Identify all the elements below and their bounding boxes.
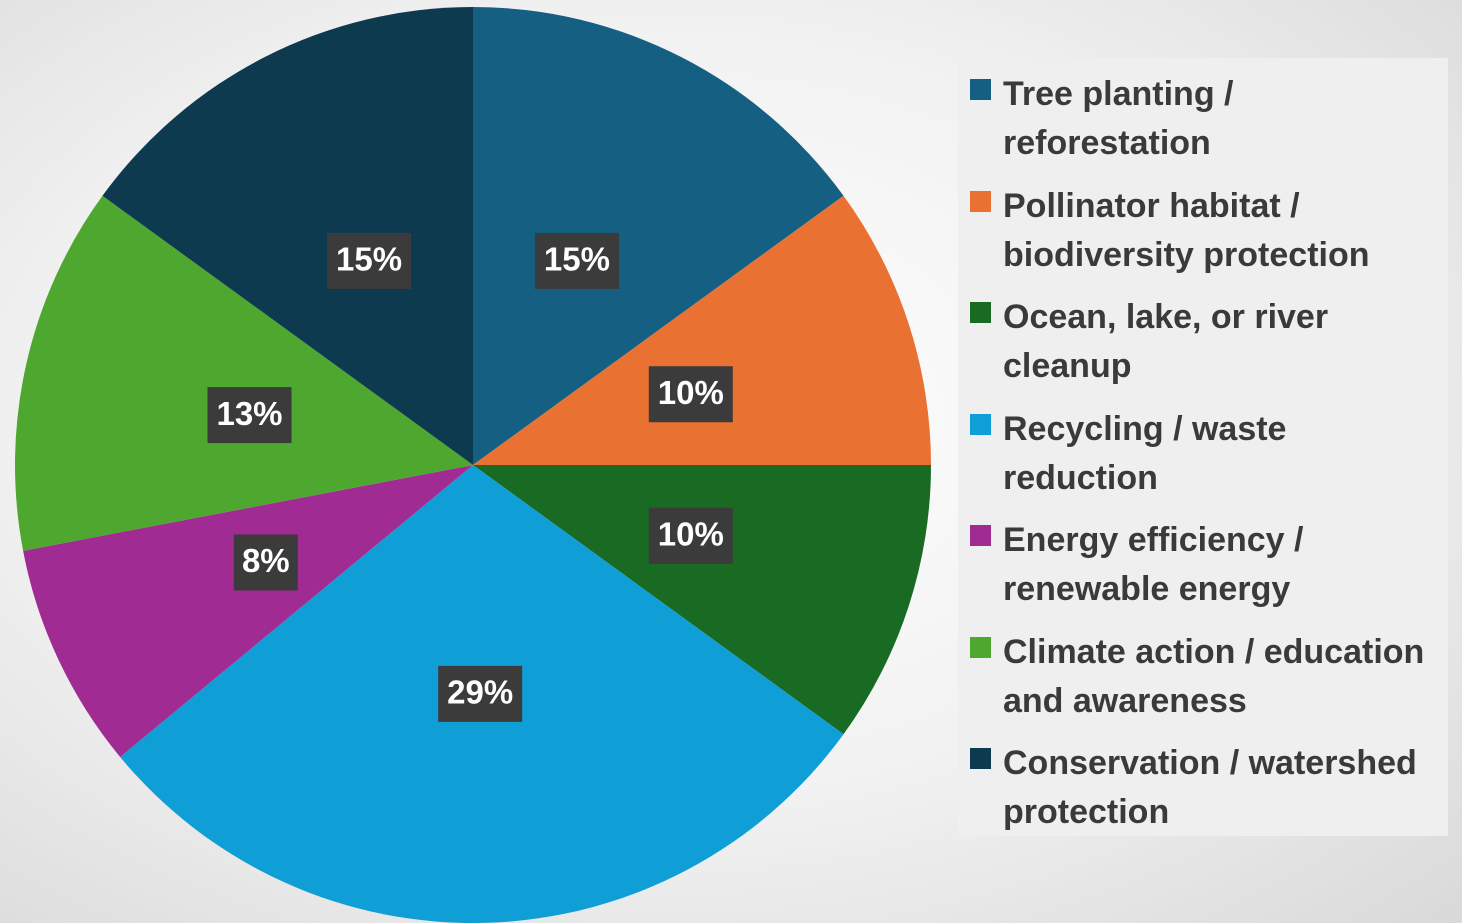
- data-label-text: 15%: [336, 241, 402, 278]
- data-label-box: [207, 387, 292, 444]
- legend-item-recycling: Recycling / waste reduction: [970, 405, 1448, 517]
- legend-label: Climate action / education and awareness: [1003, 632, 1425, 720]
- data-label-box: [327, 232, 412, 289]
- legend-swatch: [970, 79, 991, 100]
- data-label: 15%: [534, 232, 619, 289]
- legend-swatch: [970, 748, 991, 769]
- data-label: 29%: [438, 665, 523, 722]
- chart-legend: Tree planting / reforestation Pollinator…: [958, 58, 1448, 836]
- legend-label: Energy efficiency / renewable energy: [1003, 521, 1304, 608]
- data-label: 10%: [648, 366, 733, 423]
- data-label: 15%: [327, 232, 412, 289]
- data-label: 13%: [207, 387, 292, 444]
- legend-label: Pollinator habitat / biodiversity protec…: [1003, 186, 1370, 274]
- legend-swatch: [970, 190, 991, 212]
- data-label: 8%: [233, 534, 298, 591]
- data-label-box: [648, 366, 733, 423]
- legend-item-ocean-cleanup: Ocean, lake, or river cleanup: [970, 293, 1448, 405]
- legend-label: Ocean, lake, or river cleanup: [1003, 298, 1329, 385]
- legend-item-climate-action: Climate action / education and awareness: [970, 628, 1448, 740]
- data-label-text: 29%: [447, 674, 513, 711]
- data-label-text: 15%: [544, 241, 610, 278]
- pie-slice-pollinator-habitat: [473, 195, 931, 465]
- pie-slice-conservation: [102, 7, 473, 465]
- legend-swatch: [970, 636, 991, 658]
- data-label-box: [438, 665, 523, 722]
- pie-data-labels: 15% 10% 10% 29% 8% 13% 15%: [207, 232, 733, 722]
- data-label-box: [233, 534, 298, 591]
- data-label: 10%: [648, 507, 733, 564]
- pie-slice-climate-action: [15, 195, 474, 551]
- legend-item-pollinator-habitat: Pollinator habitat / biodiversity protec…: [970, 182, 1448, 294]
- pie-slice-energy-efficiency: [23, 465, 474, 757]
- legend-label: Recycling / waste reduction: [1003, 409, 1287, 497]
- pie-slice-ocean-lake-or-river-cleanup: [473, 465, 931, 735]
- data-label-text: 10%: [658, 374, 724, 411]
- data-label-box: [534, 232, 619, 289]
- pie-slice-tree-planting: [473, 7, 844, 465]
- legend-item-tree-planting: Tree planting / reforestation: [970, 70, 1448, 182]
- data-label-text: 8%: [242, 542, 290, 579]
- legend-label: Conservation / watershed protection: [1003, 744, 1417, 831]
- data-label-text: 13%: [216, 395, 282, 432]
- legend-swatch: [970, 413, 991, 435]
- legend-item-conservation: Conservation / watershed protection: [970, 739, 1448, 851]
- legend-swatch: [970, 525, 991, 546]
- legend-label: Tree planting / reforestation: [1003, 75, 1234, 162]
- pie-plot-area: 15% 10% 10% 29% 8% 13% 15%: [15, 7, 931, 923]
- data-label-box: [648, 507, 733, 564]
- legend-item-energy-efficiency: Energy efficiency / renewable energy: [970, 516, 1448, 628]
- legend-swatch: [970, 302, 991, 323]
- data-label-text: 10%: [658, 515, 724, 552]
- pie-slices: [15, 7, 931, 923]
